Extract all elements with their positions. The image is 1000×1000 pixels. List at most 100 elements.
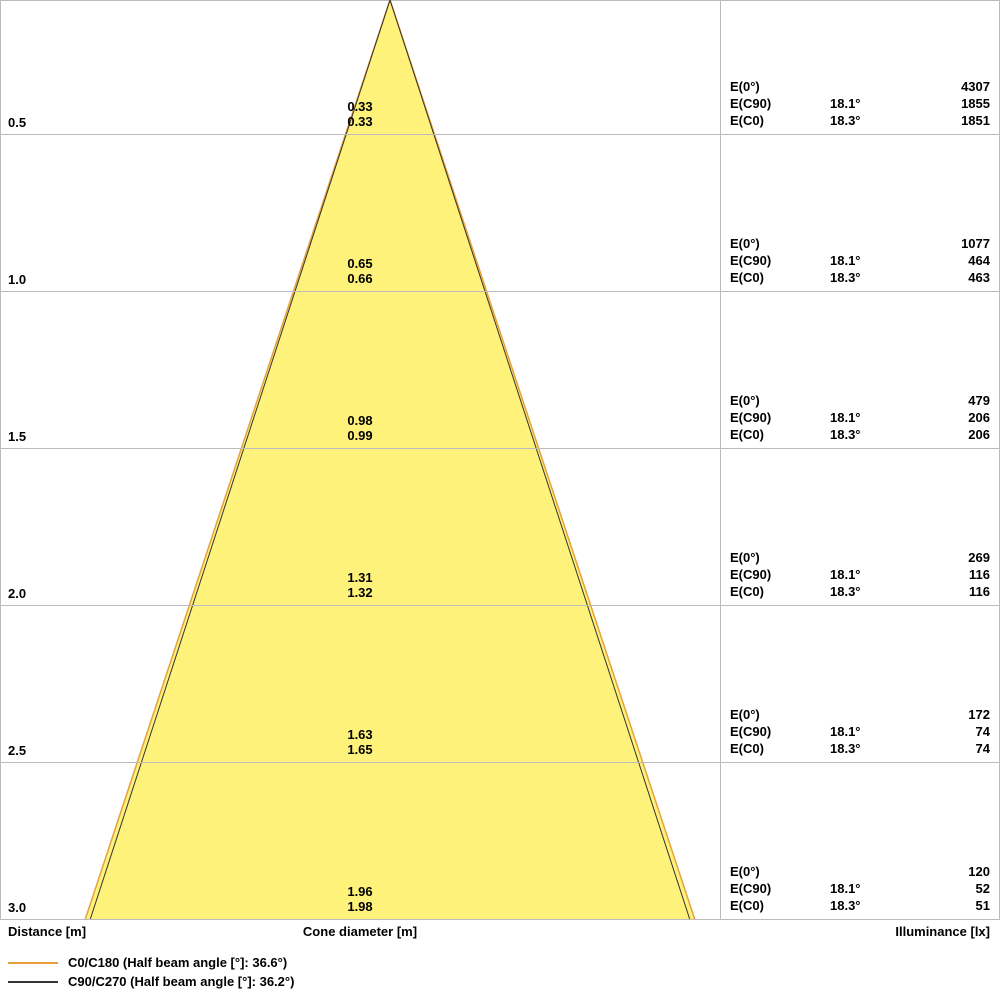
illuminance-row: E(0°) 1077 [720,236,990,253]
illum-angle [830,707,890,724]
illum-value: 120 [930,864,990,881]
illum-label: E(C90) [720,96,790,113]
row-0.5: 0.50.330.33E(0°)4307E(C90)18.1°1855E(C0)… [0,0,1000,135]
illum-value: 116 [930,567,990,584]
illum-label: E(C90) [720,253,790,270]
illum-label: E(C90) [720,567,790,584]
illum-angle: 18.1° [830,96,890,113]
illum-value: 464 [930,253,990,270]
illum-value: 51 [930,898,990,915]
illum-value: 206 [930,427,990,444]
cone-diameter-values: 0.330.33 [0,99,720,130]
illum-label: E(0°) [720,550,790,567]
illuminance-row: E(C90) 18.1° 74 [720,724,990,741]
illuminance-block: E(0°)269E(C90)18.1°116E(C0)18.3°116 [720,550,1000,601]
illuminance-block: E(0°)4307E(C90)18.1°1855E(C0)18.3°1851 [720,79,1000,130]
illum-label: E(0°) [720,236,790,253]
cone-diameter-c0: 1.98 [0,899,720,915]
illum-value: 1855 [930,96,990,113]
illuminance-row: E(0°) 172 [720,707,990,724]
illuminance-row: E(C0) 18.3° 51 [720,898,990,915]
illum-angle [830,236,890,253]
illuminance-row: E(C0)18.3°206 [720,427,990,444]
illum-value: 74 [930,724,990,741]
axis-labels: Distance [m] Cone diameter [m] Illuminan… [0,924,1000,944]
cone-diameter-c0: 0.33 [0,114,720,130]
illuminance-row: E(C0)18.3°74 [720,741,990,758]
row-2.5: 2.51.631.65E(0°)172E(C90)18.1°74E(C0)18.… [0,606,1000,763]
illum-label: E(C0) [720,270,790,287]
illuminance-row: E(0°) 269 [720,550,990,567]
illum-value: 172 [930,707,990,724]
illum-label: E(0°) [720,864,790,881]
illum-value: 206 [930,410,990,427]
illum-value: 4307 [930,79,990,96]
illuminance-row: E(C90) 18.1° 464 [720,253,990,270]
cone-diameter-c0: 1.65 [0,742,720,758]
illuminance-block: E(0°) 479 E(C90) 18.1° 206E(C0)18.3°206 [720,393,1000,444]
cone-diameter-c90: 1.63 [0,727,720,743]
illum-angle [830,864,890,881]
illuminance-row: E(C90) 18.1° 1855 [720,96,990,113]
cone-diameter-values: 1.311.32 [0,570,720,601]
cone-diagram: 0.50.330.33E(0°)4307E(C90)18.1°1855E(C0)… [0,0,1000,920]
illuminance-block: E(0°) 172 E(C90) 18.1° 74E(C0)18.3°74 [720,707,1000,758]
illum-value: 463 [930,270,990,287]
row-2.0: 2.01.311.32E(0°)269E(C90)18.1°116E(C0)18… [0,449,1000,606]
cone-diameter-c0: 1.32 [0,585,720,601]
illum-value: 269 [930,550,990,567]
legend-swatch [8,981,58,983]
cone-diameter-c90: 0.33 [0,99,720,115]
cone-diameter-values: 1.961.98 [0,884,720,915]
cone-diameter-values: 0.650.66 [0,256,720,287]
illum-value: 479 [930,393,990,410]
cone-diameter-c90: 1.96 [0,884,720,900]
cone-diameter-values: 0.980.99 [0,413,720,444]
illum-label: E(0°) [720,707,790,724]
illum-label: E(0°) [720,393,790,410]
row-3.0: 3.01.961.98E(0°)120E(C90)18.1°52E(C0)18.… [0,763,1000,920]
cone-diameter-c0: 0.66 [0,271,720,287]
illum-angle: 18.3° [830,113,890,130]
cone-diameter-c90: 0.98 [0,413,720,429]
illuminance-row: E(0°) 479 [720,393,990,410]
illum-value: 1077 [930,236,990,253]
axis-label-illuminance: Illuminance [lx] [895,924,990,939]
illuminance-row: E(C0)18.3°116 [720,584,990,601]
illuminance-row: E(C90) 18.1° 206 [720,410,990,427]
legend-item: C0/C180 (Half beam angle [°]: 36.6°) [8,955,294,970]
illum-value: 1851 [930,113,990,130]
axis-label-cone-diameter: Cone diameter [m] [0,924,720,939]
illum-angle: 18.1° [830,724,890,741]
illum-angle: 18.3° [830,584,890,601]
illum-angle [830,393,890,410]
legend-text: C90/C270 (Half beam angle [°]: 36.2°) [68,974,294,989]
legend-text: C0/C180 (Half beam angle [°]: 36.6°) [68,955,287,970]
illum-label: E(C0) [720,427,790,444]
illum-label: E(C90) [720,410,790,427]
illum-label: E(C90) [720,881,790,898]
illum-angle: 18.1° [830,567,890,584]
illum-label: E(0°) [720,79,790,96]
illuminance-block: E(0°) 1077 E(C90) 18.1° 464E(C0)18.3°463 [720,236,1000,287]
illuminance-row: E(0°) 120 [720,864,990,881]
illum-angle: 18.1° [830,253,890,270]
illum-angle: 18.3° [830,741,890,758]
illum-angle [830,79,890,96]
illum-angle: 18.3° [830,898,890,915]
illum-label: E(C0) [720,898,790,915]
illuminance-block: E(0°) 120E(C90)18.1°52E(C0) 18.3° 51 [720,864,1000,915]
cone-diameter-values: 1.631.65 [0,727,720,758]
illum-angle: 18.1° [830,410,890,427]
row-1.0: 1.00.650.66E(0°)1077E(C90)18.1°464E(C0)1… [0,135,1000,292]
cone-diameter-c0: 0.99 [0,428,720,444]
illum-value: 116 [930,584,990,601]
illuminance-row: E(0°) 4307 [720,79,990,96]
legend: C0/C180 (Half beam angle [°]: 36.6°) C90/… [8,955,294,993]
illuminance-row: E(C0)18.3°463 [720,270,990,287]
illuminance-row: E(C0)18.3°1851 [720,113,990,130]
row-1.5: 1.50.980.99E(0°)479E(C90)18.1°206E(C0)18… [0,292,1000,449]
legend-item: C90/C270 (Half beam angle [°]: 36.2°) [8,974,294,989]
illum-label: E(C90) [720,724,790,741]
illuminance-row: E(C90)18.1°52 [720,881,990,898]
